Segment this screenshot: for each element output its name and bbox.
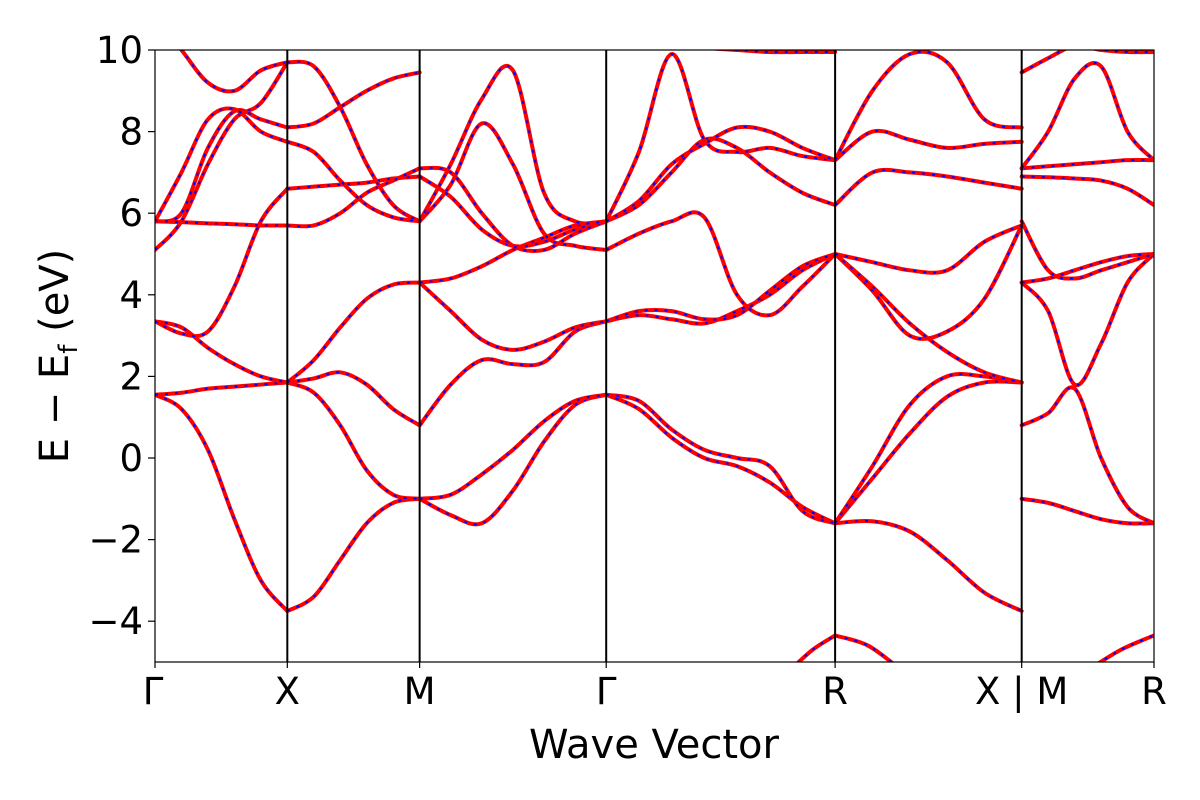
band-overlay-X-M-1: [286, 381, 420, 500]
band-overlay-Γ-R-7: [605, 125, 836, 223]
band-line-M-R-6: [1019, 158, 1154, 171]
band-line-X-M-0: [285, 496, 422, 613]
y-tick-label-7: 10: [96, 29, 143, 72]
band-line-Γ-X-3: [155, 186, 290, 339]
band-line-Γ-X-5: [155, 219, 290, 228]
band-overlay-Γ-X-6: [155, 109, 288, 223]
band-overlay-M-R-1: [1021, 386, 1154, 525]
band-overlay-M-Γ-7: [419, 166, 607, 253]
band-line-M-Γ-8: [417, 63, 609, 226]
y-axis-label-unit: (eV): [32, 249, 78, 345]
band-line-M-Γ-0: [417, 392, 609, 527]
y-tick-label-6: 8: [119, 111, 143, 154]
band-overlay-M-Γ-6: [419, 175, 607, 248]
band-overlay-X-M-8: [287, 60, 421, 223]
band-overlay-M-R-5: [1021, 175, 1154, 206]
band-overlay-M-Γ-2: [418, 320, 607, 426]
x-tick-label-1: X: [275, 670, 300, 713]
band-line-R-X-3: [833, 223, 1024, 341]
band-line-X-M-6: [285, 139, 422, 224]
band-overlay-Γ-X-0: [155, 393, 289, 612]
band-overlay-Γ-R-3: [605, 253, 836, 323]
y-axis-label: E − Ef (eV): [32, 249, 84, 464]
y-tick-label-1: −2: [88, 519, 143, 562]
y-tick-label-4: 4: [119, 274, 143, 317]
x-tick-label-6: R: [1141, 670, 1167, 713]
band-line-Γ-X-2: [155, 319, 290, 385]
band-line-R-X-6: [833, 167, 1024, 208]
band-line-R-end-low-0: [1096, 633, 1154, 662]
band-lines: [155, 50, 1154, 662]
x-tick-label-4: R: [822, 670, 848, 713]
band-line-R-X-4: [833, 252, 1024, 385]
x-axis-ticks: Γ X M Γ R X | M R: [143, 662, 1167, 713]
x-tick-label-2: M: [404, 670, 436, 713]
band-overlay-M-Γ-3: [418, 281, 607, 351]
band-overlay-M-Γ-1: [419, 393, 607, 500]
band-overlay-X-M-5: [287, 167, 421, 228]
band-overlay-R-X-8: [834, 50, 1022, 161]
band-overlay-Γ-R-1: [606, 393, 836, 525]
band-overlay-R-X-1: [834, 380, 1022, 524]
x-tick-label-3: Γ: [596, 670, 617, 713]
band-line-Γ-R-8: [704, 50, 838, 55]
band-overlay-Γ-X-7: [155, 107, 288, 222]
band-line-R-X-7: [833, 128, 1024, 163]
y-tick-label-3: 2: [119, 355, 143, 398]
plot-frame: [154, 49, 1155, 663]
band-overlay-X-M-7: [287, 71, 420, 129]
band-line-R-X-5: [833, 223, 1024, 275]
band-overlay-R-low-2-0: [797, 634, 836, 662]
x-tick-label-0: Γ: [143, 670, 164, 713]
band-overlay-Γ-R-6: [605, 53, 836, 222]
band-overlay-X-M-3: [286, 281, 420, 384]
band-line-M-R-2: [1019, 252, 1154, 388]
band-overlay-Γ-X-4: [155, 61, 289, 251]
y-tick-label-0: −4: [88, 600, 143, 643]
y-axis-ticks: −4 −2 0 2 4 6 8 10: [88, 29, 155, 643]
band-line-Γ-X-1: [155, 380, 290, 397]
band-overlay-M-R-3: [1021, 253, 1154, 284]
band-line-R-low-0: [833, 633, 895, 662]
band-line-Γ-X-8: [178, 50, 290, 94]
band-overlay-M-R-7: [1020, 61, 1154, 169]
band-overlay-M-R-4: [1020, 220, 1154, 280]
band-line-R-X-0: [833, 518, 1024, 613]
band-overlay-M-Γ-4: [419, 220, 607, 284]
x-tick-label-5: X | M: [975, 670, 1068, 713]
high-symmetry-lines: [286, 50, 1023, 662]
y-tick-label-5: 6: [119, 192, 143, 235]
band-line-M-R-8: [1019, 50, 1154, 75]
band-overlay-Γ-R-4: [605, 211, 836, 317]
y-tick-label-2: 0: [119, 437, 143, 480]
y-axis-label-main: E − E: [32, 354, 78, 464]
band-line-R-X-2: [833, 372, 1024, 526]
y-axis-label-subscript: f: [54, 344, 84, 354]
band-overlay-Γ-R-5: [605, 137, 836, 223]
band-overlay-M-R-0: [1021, 497, 1154, 525]
band-overlay-M-Γ-5: [418, 122, 607, 251]
band-overlay-X-M-2: [287, 371, 421, 427]
x-axis-label: Wave Vector: [529, 722, 780, 768]
